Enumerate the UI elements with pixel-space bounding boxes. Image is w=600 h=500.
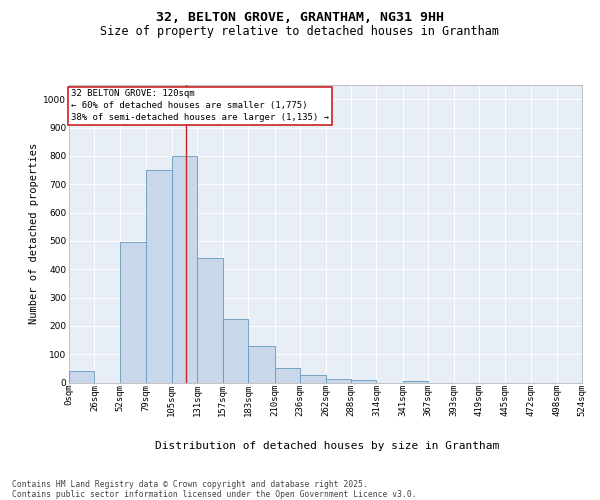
Bar [403,381,428,382]
Bar [120,242,146,382]
Text: Contains HM Land Registry data © Crown copyright and database right 2025.
Contai: Contains HM Land Registry data © Crown c… [12,480,416,499]
Text: 32 BELTON GROVE: 120sqm
← 60% of detached houses are smaller (1,775)
38% of semi: 32 BELTON GROVE: 120sqm ← 60% of detache… [71,89,329,122]
Bar [300,376,325,382]
Bar [69,371,94,382]
Bar [172,156,197,382]
Bar [325,379,351,382]
Bar [146,170,172,382]
Bar [275,368,300,382]
Text: Distribution of detached houses by size in Grantham: Distribution of detached houses by size … [155,441,499,451]
Bar [248,346,275,383]
Bar [197,258,223,382]
Text: Size of property relative to detached houses in Grantham: Size of property relative to detached ho… [101,25,499,38]
Text: 32, BELTON GROVE, GRANTHAM, NG31 9HH: 32, BELTON GROVE, GRANTHAM, NG31 9HH [156,11,444,24]
Bar [351,380,376,382]
Bar [223,319,248,382]
Y-axis label: Number of detached properties: Number of detached properties [29,143,39,324]
